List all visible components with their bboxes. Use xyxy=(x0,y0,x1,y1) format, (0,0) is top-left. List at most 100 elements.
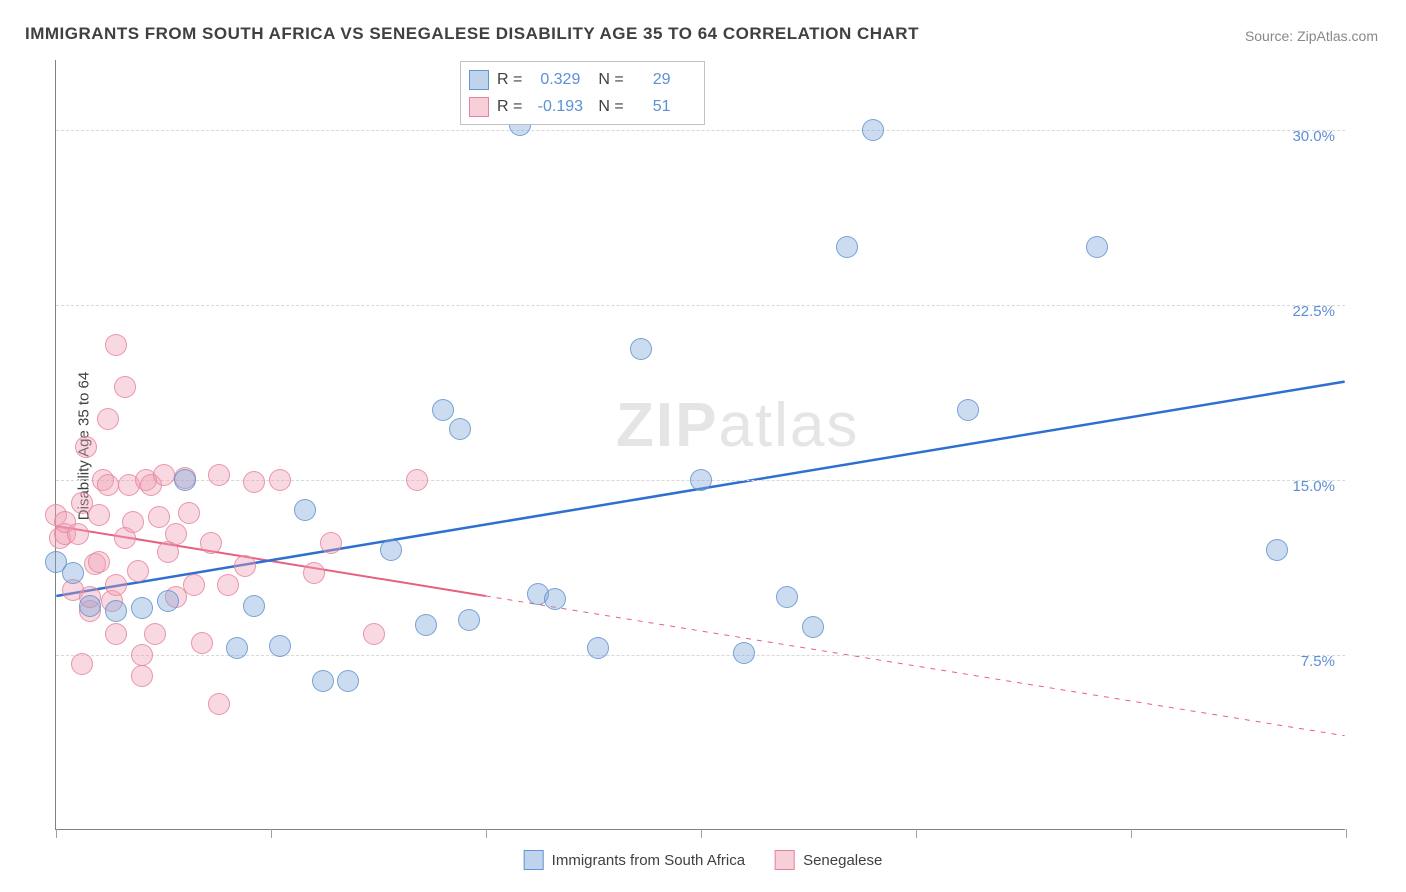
n-value-blue: 29 xyxy=(632,66,692,93)
marker-pink xyxy=(88,551,110,573)
marker-pink xyxy=(178,502,200,524)
y-tick-label: 30.0% xyxy=(1292,128,1335,145)
bottom-legend: Immigrants from South Africa Senegalese xyxy=(524,850,883,870)
marker-blue xyxy=(1086,236,1108,258)
x-tick xyxy=(1131,829,1132,838)
marker-blue xyxy=(630,338,652,360)
legend-item-pink: Senegalese xyxy=(775,850,882,870)
marker-blue xyxy=(269,635,291,657)
r-value-blue: 0.329 xyxy=(530,66,590,93)
marker-blue xyxy=(690,469,712,491)
marker-blue xyxy=(836,236,858,258)
x-tick xyxy=(1346,829,1347,838)
stats-row-pink: R = -0.193 N = 51 xyxy=(469,93,692,120)
marker-blue xyxy=(449,418,471,440)
swatch-blue-icon xyxy=(524,850,544,870)
gridline xyxy=(56,130,1345,131)
y-tick-label: 22.5% xyxy=(1292,303,1335,320)
y-tick-label: 7.5% xyxy=(1301,653,1335,670)
marker-pink xyxy=(88,504,110,526)
marker-pink xyxy=(165,523,187,545)
marker-blue xyxy=(226,637,248,659)
marker-pink xyxy=(303,562,325,584)
marker-pink xyxy=(131,644,153,666)
marker-pink xyxy=(234,555,256,577)
marker-pink xyxy=(97,474,119,496)
marker-blue xyxy=(415,614,437,636)
marker-blue xyxy=(105,600,127,622)
r-value-pink: -0.193 xyxy=(530,93,590,120)
x-tick xyxy=(916,829,917,838)
marker-blue xyxy=(733,642,755,664)
marker-blue xyxy=(802,616,824,638)
marker-pink xyxy=(183,574,205,596)
marker-pink xyxy=(144,623,166,645)
marker-pink xyxy=(363,623,385,645)
marker-pink xyxy=(105,574,127,596)
marker-blue xyxy=(243,595,265,617)
marker-blue xyxy=(312,670,334,692)
marker-pink xyxy=(114,376,136,398)
legend-label-pink: Senegalese xyxy=(803,852,882,869)
gridline xyxy=(56,655,1345,656)
y-tick-label: 15.0% xyxy=(1292,478,1335,495)
x-tick xyxy=(486,829,487,838)
swatch-blue-icon xyxy=(469,70,489,90)
marker-blue xyxy=(79,595,101,617)
r-label: R = xyxy=(497,93,522,120)
marker-pink xyxy=(243,471,265,493)
swatch-pink-icon xyxy=(469,97,489,117)
marker-pink xyxy=(320,532,342,554)
marker-blue xyxy=(862,119,884,141)
marker-pink xyxy=(269,469,291,491)
marker-pink xyxy=(191,632,213,654)
marker-blue xyxy=(380,539,402,561)
marker-pink xyxy=(105,334,127,356)
marker-pink xyxy=(75,436,97,458)
marker-pink xyxy=(97,408,119,430)
trend-lines xyxy=(56,60,1345,829)
swatch-pink-icon xyxy=(775,850,795,870)
gridline xyxy=(56,305,1345,306)
marker-pink xyxy=(131,665,153,687)
marker-blue xyxy=(294,499,316,521)
marker-blue xyxy=(62,562,84,584)
marker-pink xyxy=(67,523,89,545)
r-label: R = xyxy=(497,66,522,93)
marker-pink xyxy=(71,653,93,675)
legend-item-blue: Immigrants from South Africa xyxy=(524,850,745,870)
x-tick xyxy=(271,829,272,838)
source-attribution: Source: ZipAtlas.com xyxy=(1245,28,1378,44)
marker-pink xyxy=(200,532,222,554)
marker-pink xyxy=(148,506,170,528)
n-label: N = xyxy=(598,66,623,93)
marker-pink xyxy=(122,511,144,533)
marker-blue xyxy=(131,597,153,619)
n-value-pink: 51 xyxy=(632,93,692,120)
marker-blue xyxy=(157,590,179,612)
marker-blue xyxy=(458,609,480,631)
marker-blue xyxy=(337,670,359,692)
marker-blue xyxy=(432,399,454,421)
marker-blue xyxy=(1266,539,1288,561)
marker-blue xyxy=(174,469,196,491)
marker-pink xyxy=(217,574,239,596)
x-tick xyxy=(56,829,57,838)
x-tick xyxy=(701,829,702,838)
marker-blue xyxy=(957,399,979,421)
marker-blue xyxy=(776,586,798,608)
marker-pink xyxy=(208,464,230,486)
stats-row-blue: R = 0.329 N = 29 xyxy=(469,66,692,93)
correlation-stats-box: R = 0.329 N = 29 R = -0.193 N = 51 xyxy=(460,61,705,125)
marker-blue xyxy=(544,588,566,610)
marker-pink xyxy=(105,623,127,645)
chart-title: IMMIGRANTS FROM SOUTH AFRICA VS SENEGALE… xyxy=(25,24,919,44)
marker-pink xyxy=(406,469,428,491)
marker-blue xyxy=(587,637,609,659)
legend-label-blue: Immigrants from South Africa xyxy=(552,852,745,869)
plot-area: ZIPatlas 7.5%15.0%22.5%30.0% xyxy=(55,60,1345,830)
marker-pink xyxy=(153,464,175,486)
marker-pink xyxy=(127,560,149,582)
marker-pink xyxy=(208,693,230,715)
n-label: N = xyxy=(598,93,623,120)
